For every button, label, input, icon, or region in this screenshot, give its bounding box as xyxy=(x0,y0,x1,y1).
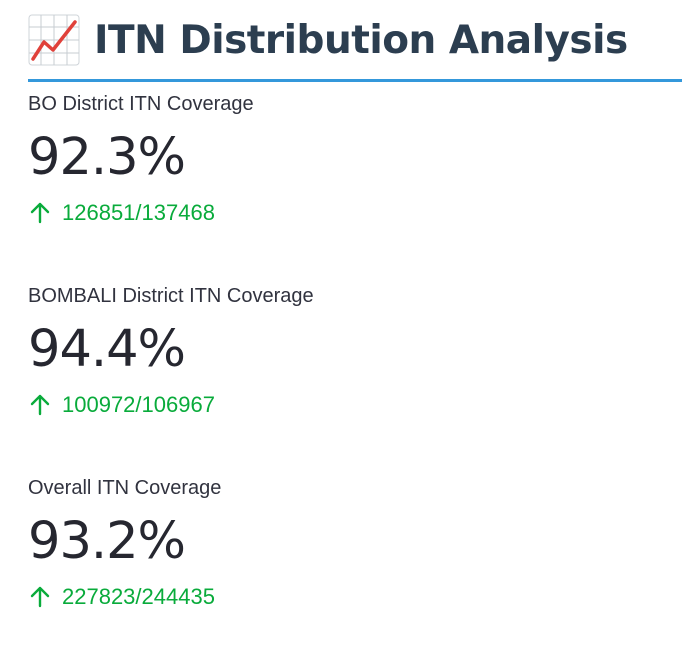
page-header: ITN Distribution Analysis xyxy=(28,8,682,72)
arrow-up-icon xyxy=(28,393,52,417)
arrow-up-icon xyxy=(28,585,52,609)
header-divider xyxy=(28,79,682,82)
metric-value: 93.2% xyxy=(28,512,186,571)
metric-delta-text: 227823/244435 xyxy=(62,584,215,609)
metric-delta-text: 100972/106967 xyxy=(62,392,215,417)
metric-delta-text: 126851/137468 xyxy=(62,200,215,225)
metric-delta: 126851/137468 xyxy=(28,200,668,226)
arrow-up-icon xyxy=(28,201,52,225)
metric-value: 92.3% xyxy=(28,128,186,187)
metric-label: BO District ITN Coverage xyxy=(28,93,254,115)
metric-bombali-coverage: BOMBALI District ITN Coverage 94.4% 1009… xyxy=(28,284,668,418)
chart-increasing-icon xyxy=(28,14,80,66)
metric-overall-coverage: Overall ITN Coverage 93.2% 227823/244435 xyxy=(28,476,668,610)
metric-delta: 100972/106967 xyxy=(28,392,668,418)
page-title: ITN Distribution Analysis xyxy=(94,17,628,63)
metric-bo-coverage: BO District ITN Coverage 92.3% 126851/13… xyxy=(28,92,668,226)
metric-label: BOMBALI District ITN Coverage xyxy=(28,285,314,307)
metric-delta: 227823/244435 xyxy=(28,584,668,610)
metric-label: Overall ITN Coverage xyxy=(28,477,222,499)
metric-value: 94.4% xyxy=(28,320,186,379)
